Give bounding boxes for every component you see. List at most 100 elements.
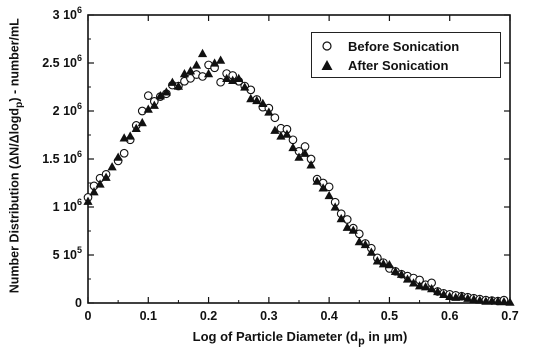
data-points bbox=[83, 48, 515, 306]
x-tick-label: 0.4 bbox=[320, 309, 337, 323]
legend-entry-before: Before Sonication bbox=[320, 37, 459, 55]
before-sonication-point bbox=[119, 148, 129, 158]
after-sonication-point bbox=[161, 87, 171, 96]
after-sonication-point bbox=[113, 152, 123, 161]
after-sonication-point bbox=[288, 142, 298, 152]
after-sonication-point bbox=[421, 282, 431, 291]
after-sonication-point bbox=[342, 222, 352, 231]
y-tick-label: 2.5 106 bbox=[42, 53, 82, 70]
after-sonication-point bbox=[330, 202, 340, 211]
x-axis-label-tail: in μm) bbox=[364, 329, 408, 344]
after-sonication-point bbox=[131, 123, 141, 132]
after-sonication-point bbox=[125, 131, 135, 140]
after-sonication-point bbox=[378, 259, 388, 268]
after-sonication-point bbox=[360, 239, 370, 249]
after-sonication-point bbox=[505, 297, 515, 306]
after-sonication-point bbox=[270, 125, 280, 134]
after-sonication-point bbox=[155, 91, 165, 100]
after-sonication-point bbox=[384, 260, 395, 269]
before-sonication-point bbox=[354, 229, 364, 239]
before-sonication-point bbox=[270, 113, 280, 123]
after-sonication-point bbox=[324, 190, 334, 200]
after-sonication-point bbox=[427, 284, 437, 293]
after-sonication-point bbox=[149, 100, 159, 109]
x-tick-label: 0.7 bbox=[501, 309, 518, 323]
after-sonication-point bbox=[246, 93, 256, 103]
x-tick-label: 0.5 bbox=[381, 309, 398, 323]
after-sonication-point bbox=[463, 293, 473, 302]
y-axis-label: Number Distribution (ΔN/Δlogdp) - number… bbox=[7, 14, 25, 298]
legend-label-before: Before Sonication bbox=[348, 38, 460, 54]
x-axis-label-sub: p bbox=[358, 335, 365, 348]
after-sonication-point bbox=[282, 129, 292, 138]
after-sonication-point bbox=[300, 148, 310, 157]
before-sonication-point bbox=[324, 182, 334, 192]
after-sonication-point bbox=[185, 66, 196, 75]
after-sonication-point bbox=[167, 77, 177, 86]
x-axis-label-main: Log of Particle Diameter (d bbox=[192, 329, 359, 344]
y-tick-label: 1.5 106 bbox=[42, 149, 82, 166]
after-sonication-point bbox=[83, 196, 93, 205]
legend: Before Sonication After Sonication bbox=[311, 32, 501, 78]
before-sonication-point bbox=[143, 91, 153, 100]
before-sonication-point bbox=[216, 77, 225, 87]
x-tick-label: 0.6 bbox=[441, 309, 458, 323]
after-sonication-point bbox=[481, 296, 491, 305]
after-sonication-point bbox=[439, 289, 449, 299]
y-tick-label: 2 106 bbox=[53, 101, 82, 118]
after-sonication-point bbox=[396, 269, 407, 278]
after-sonication-point bbox=[469, 294, 479, 303]
after-sonication-point bbox=[433, 286, 443, 296]
after-sonication-point bbox=[414, 281, 425, 290]
after-sonication-point bbox=[408, 278, 419, 287]
after-sonication-point bbox=[390, 266, 401, 275]
after-sonication-point bbox=[445, 291, 455, 300]
after-sonication-point bbox=[306, 160, 316, 169]
after-sonication-point bbox=[475, 295, 485, 304]
after-sonication-point bbox=[336, 213, 346, 223]
after-sonication-point bbox=[318, 183, 328, 192]
after-sonication-point bbox=[354, 236, 364, 246]
y-axis-ticks: 0 5 105 1 106 1.5 106 2 106 2.5 106 3 106 bbox=[42, 5, 510, 310]
after-sonication-point bbox=[89, 187, 99, 196]
x-axis-label: Log of Particle Diameter (dp in μm) bbox=[90, 329, 510, 348]
after-sonication-point bbox=[312, 176, 322, 185]
after-sonication-point bbox=[137, 117, 147, 127]
y-axis-label-main: Number Distribution (ΔN/Δlogd bbox=[7, 107, 22, 294]
y-tick-label: 5 105 bbox=[53, 245, 82, 262]
x-tick-label: 0.1 bbox=[140, 309, 157, 323]
x-axis-ticks: 0 0.1 0.2 0.3 0.4 0.5 0.6 0.7 bbox=[85, 15, 519, 323]
after-sonication-point bbox=[372, 256, 382, 265]
y-axis-label-tail: ) - number/mL bbox=[7, 18, 22, 102]
after-sonication-point bbox=[252, 95, 262, 105]
after-sonication-point bbox=[210, 58, 220, 67]
after-sonication-point bbox=[173, 81, 184, 90]
after-sonication-point bbox=[216, 55, 226, 64]
after-sonication-point bbox=[101, 172, 111, 181]
after-sonication-point bbox=[197, 48, 208, 58]
after-sonication-point bbox=[457, 291, 467, 300]
x-tick-label: 0.3 bbox=[260, 309, 277, 323]
after-sonication-point bbox=[402, 274, 413, 283]
after-sonication-point bbox=[179, 68, 190, 78]
x-tick-label: 0 bbox=[85, 309, 92, 323]
x-tick-label: 0.2 bbox=[200, 309, 217, 323]
after-sonication-point bbox=[294, 152, 304, 161]
after-sonication-point bbox=[191, 60, 202, 69]
legend-label-after: After Sonication bbox=[348, 57, 449, 73]
after-sonication-point bbox=[366, 247, 376, 256]
y-tick-label: 1 106 bbox=[53, 197, 82, 214]
after-sonication-point bbox=[240, 82, 250, 91]
after-sonication-point bbox=[234, 73, 244, 83]
after-sonication-point bbox=[95, 179, 105, 188]
after-sonication-point bbox=[499, 296, 509, 306]
after-sonication-point bbox=[107, 162, 117, 171]
open-circle-icon bbox=[322, 41, 332, 51]
after-sonication-point bbox=[143, 104, 153, 113]
after-sonication-point bbox=[264, 107, 274, 116]
after-sonication-point bbox=[493, 296, 503, 305]
legend-entry-after: After Sonication bbox=[320, 56, 448, 74]
after-sonication-point bbox=[348, 225, 358, 234]
filled-triangle-icon bbox=[321, 60, 333, 70]
